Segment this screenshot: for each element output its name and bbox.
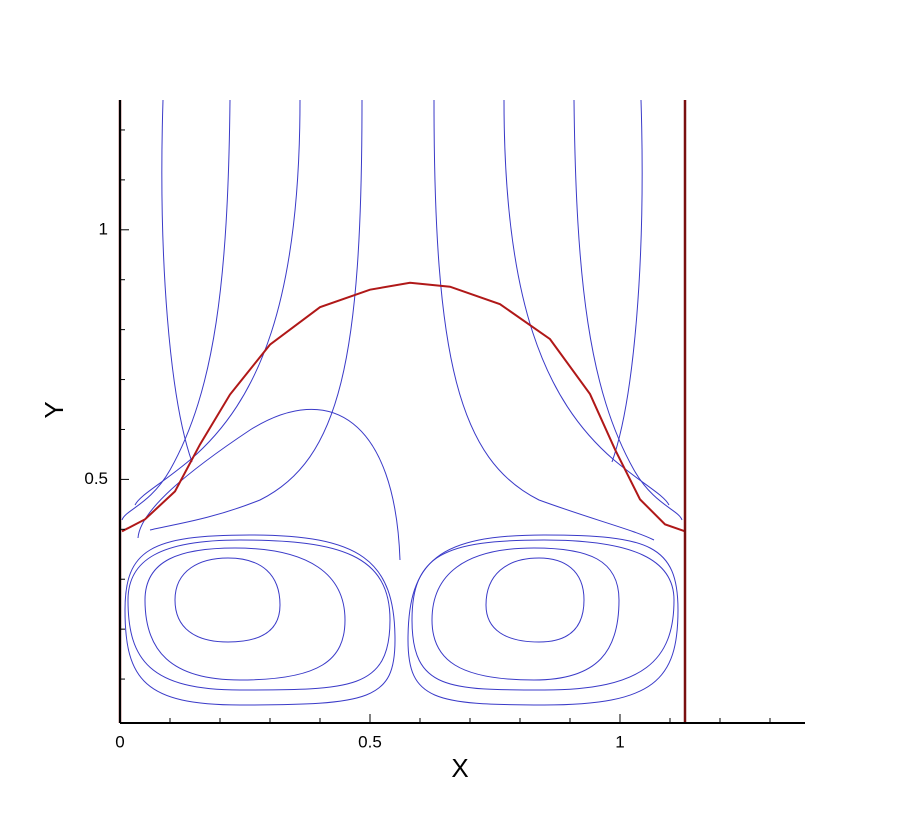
x-tick-label: 0 xyxy=(115,732,124,751)
x-axis-label: X xyxy=(451,753,468,783)
x-tick-label: 1 xyxy=(615,732,624,751)
interface-line xyxy=(121,281,686,533)
y-tick-label: 0.5 xyxy=(84,469,108,488)
y-tick-label: 1 xyxy=(99,219,108,238)
streamlines-left xyxy=(121,99,401,706)
x-tick-label: 0.5 xyxy=(358,732,382,751)
streamlines xyxy=(121,99,683,706)
streamlines-right xyxy=(407,99,683,706)
y-axis-label: Y xyxy=(39,401,69,418)
